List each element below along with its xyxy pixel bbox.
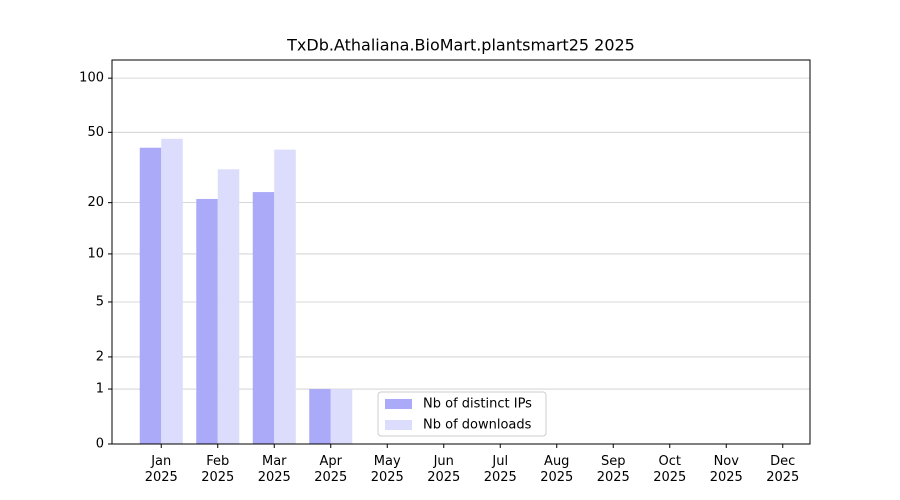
bar	[309, 389, 331, 444]
legend-label: Nb of distinct IPs	[423, 397, 532, 412]
x-tick-label: Oct 2025	[653, 454, 686, 485]
bar	[252, 192, 275, 444]
bar	[330, 389, 353, 444]
bar	[161, 138, 183, 444]
x-tick-label: Jun 2025	[427, 454, 460, 485]
x-tick-label: Feb 2025	[201, 454, 234, 485]
x-tick-label: Sep 2025	[597, 454, 630, 485]
y-tick-label: 10	[87, 246, 104, 261]
legend: Nb of distinct IPs Nb of downloads	[377, 391, 547, 437]
legend-box	[377, 391, 547, 437]
bar	[274, 149, 296, 445]
x-tick-label: Jan 2025	[145, 454, 178, 485]
y-tick-label: 5	[96, 294, 104, 309]
y-tick-label: 100	[79, 71, 104, 86]
x-tick-label: Jul 2025	[484, 454, 517, 485]
y-tick-label: 50	[87, 125, 104, 140]
x-tick-label: Nov 2025	[710, 454, 743, 485]
x-tick-label: Mar 2025	[258, 454, 291, 485]
x-tick-label: Apr 2025	[314, 454, 347, 485]
y-tick-label: 0	[96, 437, 104, 452]
legend-swatch	[385, 420, 412, 430]
y-tick-label: 1	[96, 382, 104, 397]
plot-frame	[111, 59, 811, 445]
chart-title: TxDb.Athaliana.BioMart.plantsmart25 2025	[286, 36, 635, 55]
x-tick-label: Aug 2025	[540, 454, 573, 485]
bar	[196, 198, 218, 444]
y-tick-label: 20	[87, 195, 104, 210]
legend-label: Nb of downloads	[423, 418, 532, 433]
y-tick-label: 2	[96, 349, 104, 364]
bar	[217, 169, 240, 444]
bar	[139, 147, 162, 444]
legend-swatch	[385, 399, 412, 409]
x-tick-label: Dec 2025	[766, 454, 799, 485]
x-tick-label: May 2025	[371, 454, 404, 485]
